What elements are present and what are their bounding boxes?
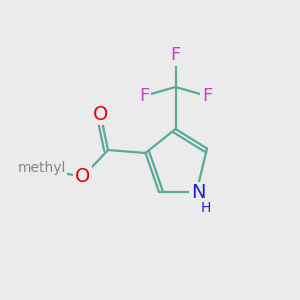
Text: F: F [139, 87, 149, 105]
Text: N: N [191, 183, 205, 202]
Text: H: H [200, 201, 211, 214]
Text: F: F [170, 46, 181, 64]
Text: O: O [75, 167, 90, 187]
Text: methyl: methyl [18, 161, 66, 175]
Text: O: O [93, 104, 108, 124]
Text: F: F [202, 87, 212, 105]
